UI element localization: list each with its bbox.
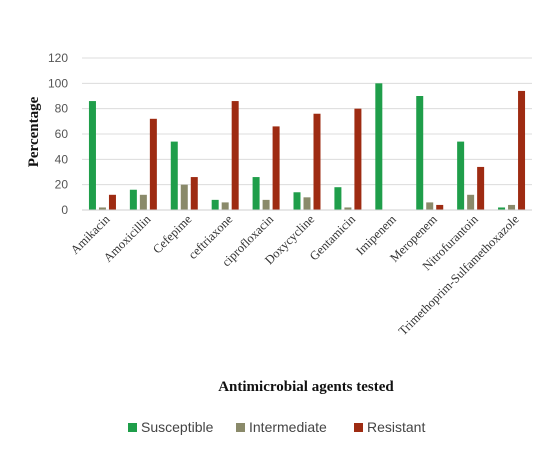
bar-susceptible-ciprofloxacin bbox=[252, 177, 260, 210]
y-tick-label: 60 bbox=[55, 127, 69, 141]
y-tick-label: 40 bbox=[55, 152, 69, 166]
bar-susceptible-trimethoprim-sulfamethoxazole bbox=[498, 207, 506, 210]
y-tick-label: 80 bbox=[55, 102, 69, 116]
bar-resistant-gentamicin bbox=[354, 108, 362, 210]
bar-intermediate-trimethoprim-sulfamethoxazole bbox=[508, 204, 516, 210]
bar-intermediate-nitrofurantoin bbox=[467, 194, 475, 210]
y-tick-label: 0 bbox=[61, 203, 68, 217]
bar-resistant-amikacin bbox=[108, 194, 116, 210]
x-axis-ticks: AmikacinAmoxicillinCefepimeceftriaxoneci… bbox=[68, 212, 522, 338]
bar-intermediate-amoxicillin bbox=[139, 194, 147, 210]
legend-swatch-resistant bbox=[354, 423, 363, 432]
legend: Susceptible Intermediate Resistant bbox=[128, 419, 425, 435]
bar-susceptible-doxycycline bbox=[293, 192, 301, 210]
bar-intermediate-meropenem bbox=[426, 202, 434, 210]
bar-intermediate-amikacin bbox=[98, 207, 106, 210]
bar-resistant-cefepime bbox=[190, 177, 198, 210]
y-axis-title: Percentage bbox=[26, 96, 42, 167]
bar-susceptible-ceftriaxone bbox=[211, 199, 219, 210]
bar-resistant-meropenem bbox=[436, 204, 444, 210]
bar-intermediate-doxycycline bbox=[303, 197, 311, 210]
legend-label: Intermediate bbox=[249, 419, 327, 435]
bar-intermediate-ciprofloxacin bbox=[262, 199, 270, 210]
bar-susceptible-imipenem bbox=[375, 83, 383, 210]
bar-susceptible-amikacin bbox=[88, 101, 96, 210]
bar-susceptible-meropenem bbox=[416, 96, 424, 210]
legend-label: Susceptible bbox=[141, 419, 214, 435]
bar-resistant-doxycycline bbox=[313, 113, 321, 210]
y-axis-ticks: 0 20 40 60 80 100 120 bbox=[48, 51, 68, 217]
gridlines bbox=[82, 57, 532, 186]
bar-intermediate-gentamicin bbox=[344, 207, 352, 210]
y-tick-label: 100 bbox=[48, 76, 68, 90]
y-tick-label: 20 bbox=[55, 178, 69, 192]
x-axis-title: Antimicrobial agents tested bbox=[218, 379, 394, 395]
legend-label: Resistant bbox=[367, 419, 425, 435]
y-tick-label: 120 bbox=[48, 51, 68, 65]
bars bbox=[88, 83, 526, 210]
x-tick-label: Gentamicin bbox=[307, 212, 359, 264]
legend-swatch-intermediate bbox=[236, 423, 245, 432]
bar-susceptible-nitrofurantoin bbox=[457, 141, 465, 210]
bar-resistant-ceftriaxone bbox=[231, 101, 239, 210]
bar-susceptible-gentamicin bbox=[334, 187, 342, 210]
legend-swatch-susceptible bbox=[128, 423, 137, 432]
bar-intermediate-cefepime bbox=[180, 184, 188, 210]
bar-susceptible-amoxicillin bbox=[129, 189, 137, 210]
bar-resistant-nitrofurantoin bbox=[477, 166, 485, 210]
bar-intermediate-ceftriaxone bbox=[221, 202, 229, 210]
bar-resistant-trimethoprim-sulfamethoxazole bbox=[518, 90, 526, 210]
bar-resistant-ciprofloxacin bbox=[272, 126, 280, 210]
bar-susceptible-cefepime bbox=[170, 141, 178, 210]
bar-resistant-amoxicillin bbox=[149, 118, 157, 210]
